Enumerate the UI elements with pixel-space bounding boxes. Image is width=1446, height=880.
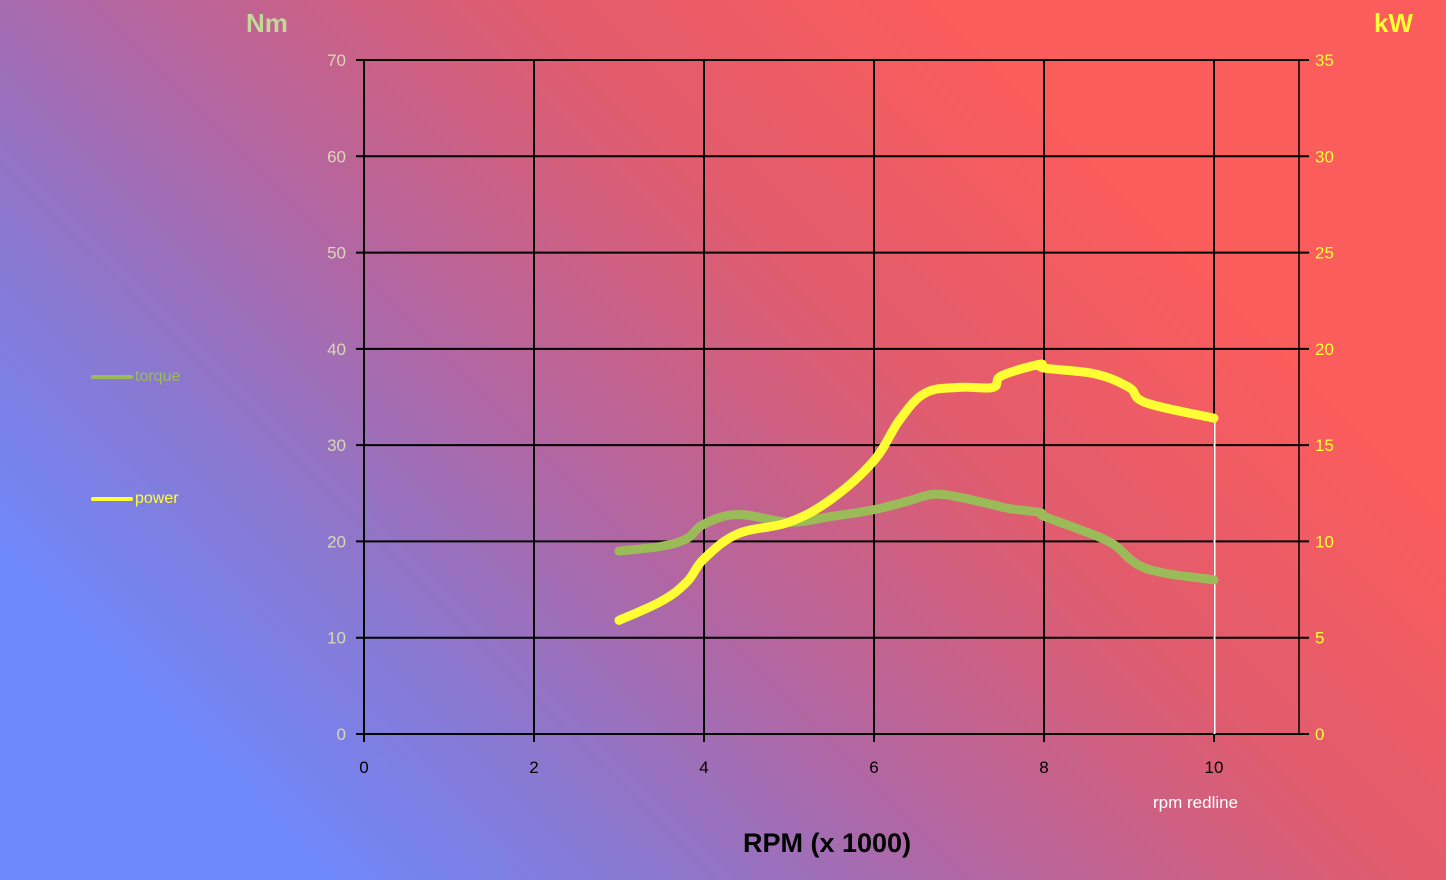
svg-text:60: 60 xyxy=(327,147,346,166)
svg-text:4: 4 xyxy=(699,758,708,777)
svg-text:20: 20 xyxy=(327,532,346,551)
svg-text:10: 10 xyxy=(327,629,346,648)
right-axis-unit-label: kW xyxy=(1374,8,1413,38)
svg-text:25: 25 xyxy=(1315,244,1334,263)
legend-label-torque: torque xyxy=(135,368,181,385)
svg-text:10: 10 xyxy=(1205,758,1224,777)
left-axis-ticks: 0 10 20 30 40 50 60 70 xyxy=(327,51,346,744)
power-series-line xyxy=(614,359,1219,625)
svg-text:5: 5 xyxy=(1315,629,1324,648)
svg-text:20: 20 xyxy=(1315,340,1334,359)
torque-series-line xyxy=(614,489,1219,585)
svg-text:0: 0 xyxy=(337,725,346,744)
legend-label-power: power xyxy=(135,490,179,507)
svg-text:35: 35 xyxy=(1315,51,1334,70)
legend-item-power: power xyxy=(91,490,179,508)
svg-text:0: 0 xyxy=(359,758,368,777)
right-axis-ticks: 0 5 10 15 20 25 30 35 xyxy=(1315,51,1334,744)
svg-text:30: 30 xyxy=(327,436,346,455)
svg-text:40: 40 xyxy=(327,340,346,359)
svg-text:10: 10 xyxy=(1315,532,1334,551)
svg-text:6: 6 xyxy=(869,758,878,777)
redline-label: rpm redline xyxy=(1153,793,1239,812)
left-axis-unit-label: Nm xyxy=(246,8,288,38)
svg-text:70: 70 xyxy=(327,51,346,70)
legend-item-torque: torque xyxy=(91,368,180,386)
svg-text:8: 8 xyxy=(1039,758,1048,777)
svg-text:15: 15 xyxy=(1315,436,1334,455)
svg-text:0: 0 xyxy=(1315,725,1324,744)
svg-text:30: 30 xyxy=(1315,147,1334,166)
svg-text:2: 2 xyxy=(529,758,538,777)
svg-text:50: 50 xyxy=(327,244,346,263)
x-axis-title: RPM (x 1000) xyxy=(743,828,912,858)
power-swatch xyxy=(91,497,133,501)
x-axis-ticks: 0 2 4 6 8 10 xyxy=(359,758,1223,777)
torque-swatch xyxy=(91,375,133,379)
grid-lines xyxy=(356,59,1309,742)
